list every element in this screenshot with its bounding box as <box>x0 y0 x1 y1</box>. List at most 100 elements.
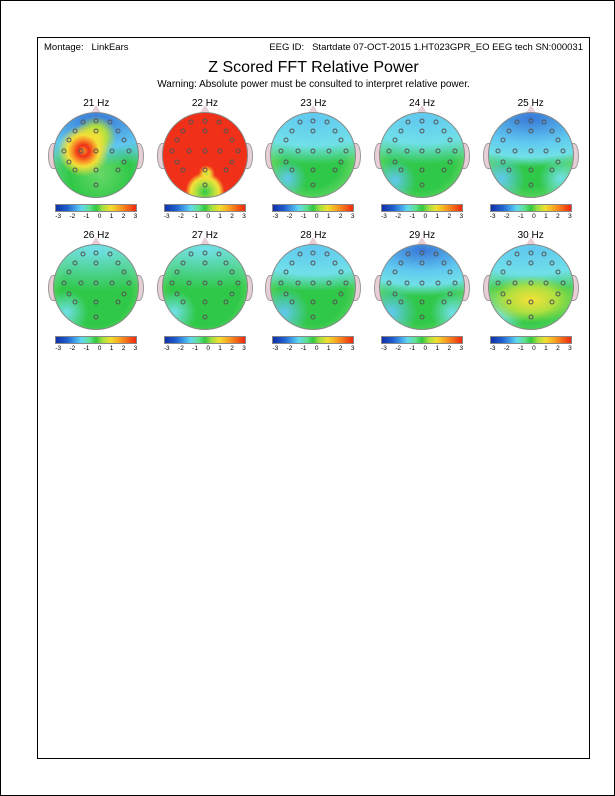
colorbar-tick: -1 <box>192 213 198 220</box>
topomap-cell: 25 Hz-3-2-10123 <box>482 98 579 220</box>
colorbar-tick: 3 <box>459 345 463 352</box>
report-frame: Montage: LinkEars EEG ID: Startdate 07-O… <box>37 37 590 759</box>
head-wrap <box>53 112 139 198</box>
colorbar-tick: -3 <box>490 213 496 220</box>
colorbar-tick: -1 <box>192 345 198 352</box>
colorbar-tick: 2 <box>339 345 343 352</box>
colorbar-tick: -2 <box>178 345 184 352</box>
colorbar-ticks: -3-2-10123 <box>381 345 463 352</box>
colorbar-tick: 1 <box>436 213 440 220</box>
colorbar-tick: -3 <box>55 345 61 352</box>
colorbar-tick: 3 <box>134 345 138 352</box>
topomap-head <box>162 112 248 198</box>
colorbar-tick: 2 <box>339 213 343 220</box>
colorbar-tick: 1 <box>218 345 222 352</box>
colorbar-ticks: -3-2-10123 <box>164 345 246 352</box>
colorbar-tick: 1 <box>544 213 548 220</box>
colorbar-ticks: -3-2-10123 <box>272 213 354 220</box>
colorbar-tick: 1 <box>218 213 222 220</box>
colorbar: -3-2-10123 <box>381 336 463 352</box>
colorbar-tick: 2 <box>122 213 126 220</box>
colorbar-ticks: -3-2-10123 <box>55 345 137 352</box>
topomap-head <box>270 112 356 198</box>
colorbar-tick: 2 <box>230 345 234 352</box>
montage-text: Montage: LinkEars <box>44 42 129 53</box>
colorbar-tick: -3 <box>272 345 278 352</box>
colorbar-strip <box>381 204 463 212</box>
colorbar-tick: -1 <box>301 213 307 220</box>
colorbar-tick: 3 <box>134 213 138 220</box>
colorbar-tick: 0 <box>424 213 428 220</box>
colorbar-tick: -2 <box>395 345 401 352</box>
colorbar-tick: -1 <box>409 345 415 352</box>
colorbar-strip <box>381 336 463 344</box>
page: Montage: LinkEars EEG ID: Startdate 07-O… <box>0 0 615 796</box>
colorbar-tick: 2 <box>122 345 126 352</box>
topomap-head <box>162 244 248 330</box>
colorbar-tick: 3 <box>242 213 246 220</box>
colorbar-tick: -3 <box>55 213 61 220</box>
eegid-label: EEG ID: <box>269 42 304 53</box>
colorbar-tick: 3 <box>568 213 572 220</box>
colorbar-tick: 0 <box>98 345 102 352</box>
colorbar-tick: -2 <box>287 213 293 220</box>
colorbar-tick: -3 <box>381 213 387 220</box>
topomap-head <box>488 112 574 198</box>
colorbar-tick: 3 <box>351 213 355 220</box>
colorbar-tick: -2 <box>504 213 510 220</box>
colorbar: -3-2-10123 <box>272 204 354 220</box>
colorbar-tick: -2 <box>69 213 75 220</box>
head-wrap <box>270 244 356 330</box>
header-row: Montage: LinkEars EEG ID: Startdate 07-O… <box>38 38 589 53</box>
colorbar-tick: -3 <box>490 345 496 352</box>
colorbar-tick: -1 <box>84 213 90 220</box>
colorbar-tick: 2 <box>447 345 451 352</box>
head-wrap <box>162 112 248 198</box>
colorbar-tick: -2 <box>504 345 510 352</box>
topomap-cell: 28 Hz-3-2-10123 <box>265 230 362 352</box>
colorbar: -3-2-10123 <box>381 204 463 220</box>
eegid-value: Startdate 07-OCT-2015 1.HT023GPR_EO EEG … <box>312 42 583 53</box>
colorbar-tick: -2 <box>178 213 184 220</box>
colorbar: -3-2-10123 <box>490 336 572 352</box>
colorbar-tick: -3 <box>272 213 278 220</box>
colorbar-ticks: -3-2-10123 <box>272 345 354 352</box>
head-wrap <box>379 244 465 330</box>
topomap-cell: 23 Hz-3-2-10123 <box>265 98 362 220</box>
montage-label: Montage: <box>44 42 84 53</box>
colorbar-tick: -3 <box>164 345 170 352</box>
colorbar-tick: 0 <box>315 213 319 220</box>
colorbar-tick: 1 <box>436 345 440 352</box>
topomap-cell: 27 Hz-3-2-10123 <box>157 230 254 352</box>
topomap-head <box>488 244 574 330</box>
colorbar-strip <box>490 336 572 344</box>
colorbar-ticks: -3-2-10123 <box>164 213 246 220</box>
colorbar: -3-2-10123 <box>164 204 246 220</box>
topomap-cell: 26 Hz-3-2-10123 <box>48 230 145 352</box>
montage-value: LinkEars <box>92 42 129 53</box>
head-wrap <box>488 112 574 198</box>
colorbar: -3-2-10123 <box>55 204 137 220</box>
colorbar-strip <box>272 204 354 212</box>
colorbar-strip <box>164 336 246 344</box>
eegid-text: EEG ID: Startdate 07-OCT-2015 1.HT023GPR… <box>269 42 583 53</box>
colorbar-strip <box>55 204 137 212</box>
colorbar-tick: 1 <box>544 345 548 352</box>
colorbar-tick: 3 <box>459 213 463 220</box>
colorbar-ticks: -3-2-10123 <box>490 213 572 220</box>
colorbar-ticks: -3-2-10123 <box>55 213 137 220</box>
topomap-head <box>379 244 465 330</box>
topomap-head <box>270 244 356 330</box>
colorbar-tick: -3 <box>164 213 170 220</box>
colorbar-tick: 1 <box>110 213 114 220</box>
head-wrap <box>379 112 465 198</box>
topomap-cell: 29 Hz-3-2-10123 <box>374 230 471 352</box>
colorbar-tick: 2 <box>447 213 451 220</box>
colorbar-strip <box>55 336 137 344</box>
colorbar-tick: -1 <box>301 345 307 352</box>
topomap-grid: 21 Hz-3-2-1012322 Hz-3-2-1012323 Hz-3-2-… <box>38 90 589 352</box>
colorbar-tick: -2 <box>287 345 293 352</box>
topomap-cell: 24 Hz-3-2-10123 <box>374 98 471 220</box>
colorbar-tick: 3 <box>242 345 246 352</box>
colorbar-tick: 1 <box>327 345 331 352</box>
